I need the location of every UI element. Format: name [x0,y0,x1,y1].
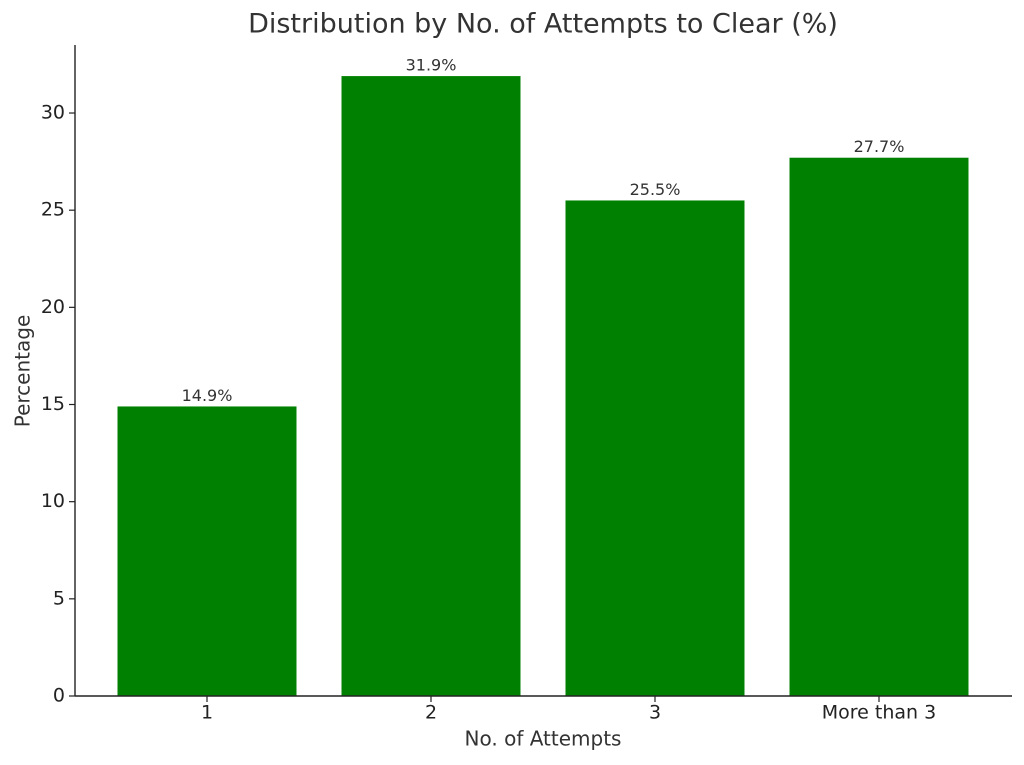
y-tick-label: 20 [41,296,65,318]
bar [341,76,521,697]
chart-title: Distribution by No. of Attempts to Clear… [248,9,838,40]
y-tick-label: 15 [41,393,65,415]
y-axis-label: Percentage [11,315,35,428]
x-tick-label: 3 [649,702,661,724]
bar [789,157,969,696]
y-tick-label: 0 [53,685,65,707]
y-tick-label: 5 [53,587,65,609]
value-label: 25.5% [630,180,681,199]
y-tick-label: 30 [41,102,65,124]
bar [565,200,745,696]
x-axis-label: No. of Attempts [465,727,622,751]
x-tick-label: 2 [425,702,437,724]
value-label: 31.9% [406,56,457,75]
x-tick-label: 1 [201,702,213,724]
y-tick-label: 25 [41,199,65,221]
value-label: 14.9% [182,386,233,405]
y-tick-label: 10 [41,490,65,512]
value-label: 27.7% [854,137,905,156]
x-tick-label: More than 3 [822,702,936,724]
bar [117,406,297,696]
